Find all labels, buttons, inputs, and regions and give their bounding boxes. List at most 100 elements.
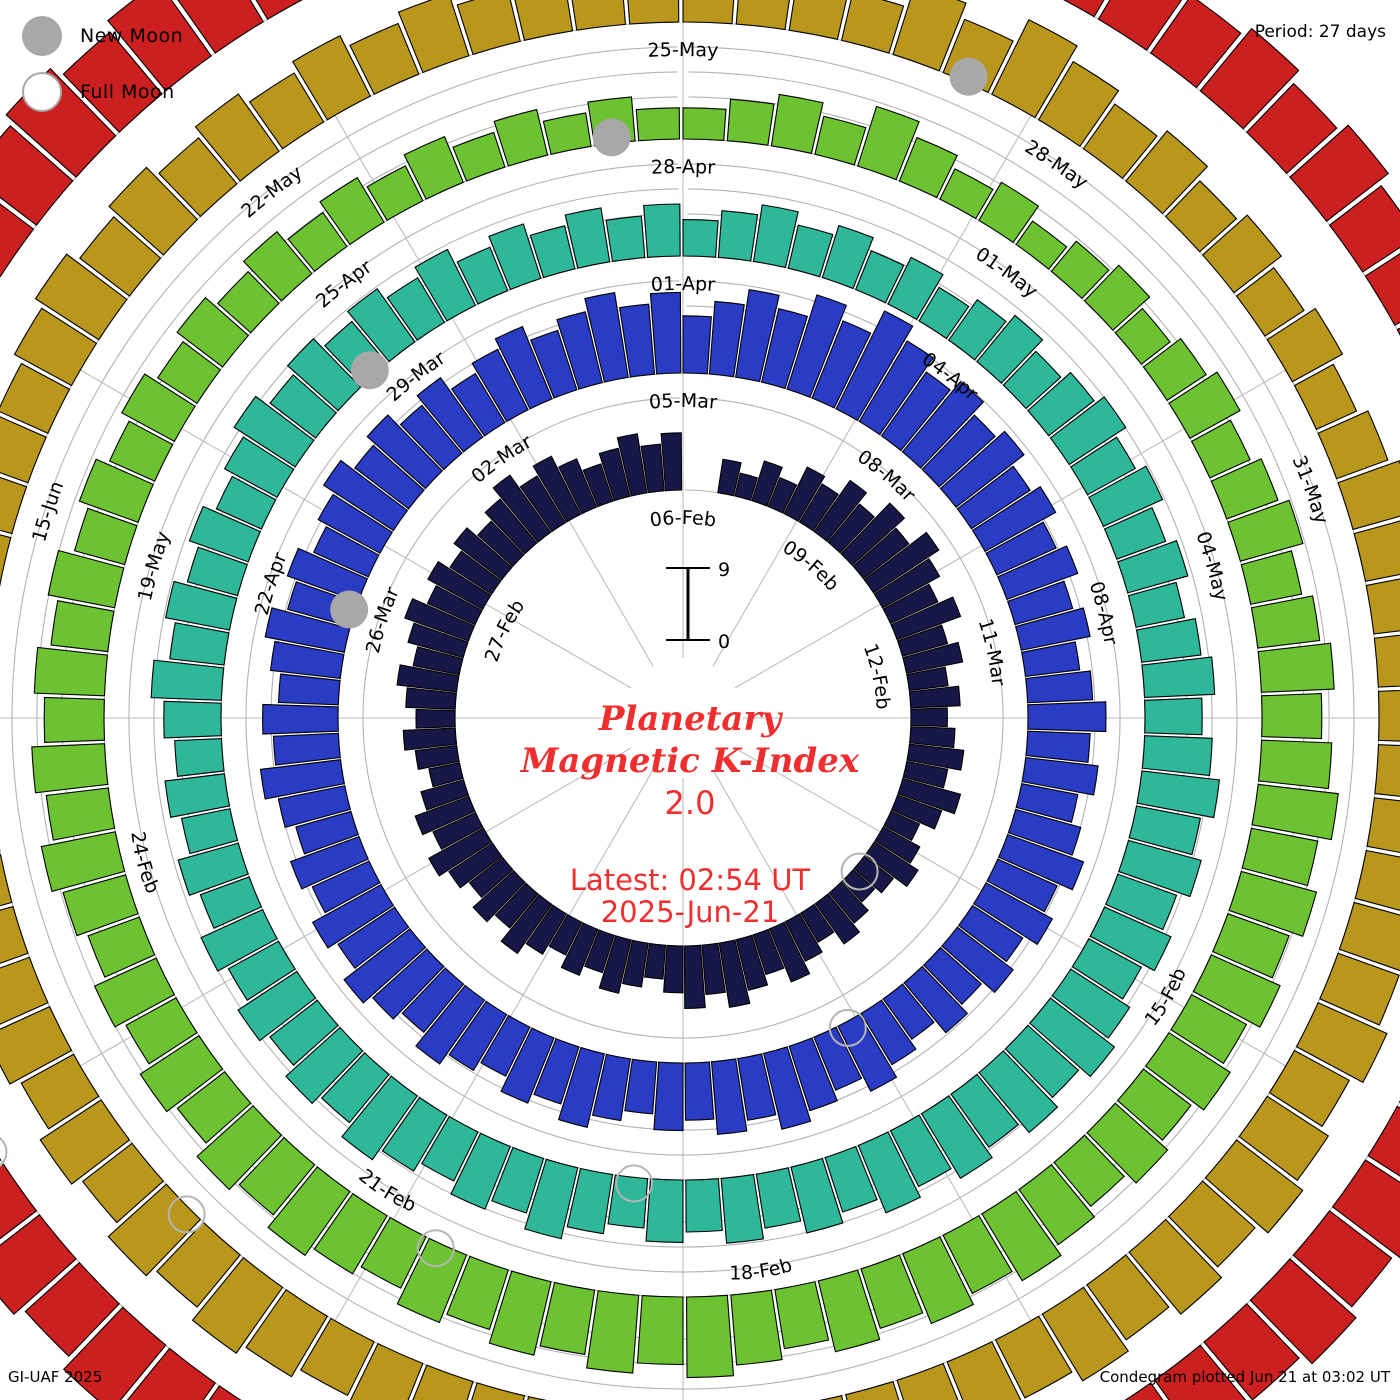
kp-bar: [755, 1167, 802, 1229]
kp-bar: [1289, 124, 1390, 222]
kp-bar: [180, 808, 239, 855]
kp-bar: [446, 1255, 509, 1331]
kp-bar: [994, 1315, 1073, 1399]
kp-bar: [1366, 797, 1400, 854]
kp-bar: [902, 760, 949, 789]
kp-bar: [381, 1096, 448, 1172]
kp-bar: [799, 903, 835, 943]
kp-bar: [582, 463, 614, 508]
kp-bar: [366, 414, 444, 490]
kp-bar: [1354, 849, 1400, 911]
date-label: 15-Jun: [28, 478, 68, 544]
kp-bar: [289, 835, 369, 890]
kp-bar: [1070, 436, 1137, 496]
kp-bar: [717, 210, 759, 262]
kp-bar: [428, 762, 464, 788]
kp-bar: [311, 860, 381, 914]
kp-bar: [1141, 656, 1216, 699]
kp-bar: [1015, 220, 1068, 270]
kp-bar: [468, 856, 514, 899]
kp-bar: [1367, 1105, 1400, 1177]
kp-bar: [31, 743, 109, 794]
kp-bar: [566, 1167, 614, 1235]
kp-bar: [24, 1261, 121, 1358]
kp-bar: [420, 1115, 479, 1182]
kp-bar: [824, 1145, 878, 1213]
kp-bar: [685, 1178, 723, 1233]
kp-bar: [1103, 507, 1167, 560]
kp-bar: [1114, 307, 1171, 365]
kp-bar: [786, 294, 848, 398]
kp-bar: [156, 1221, 241, 1308]
kp-bar: [768, 921, 811, 983]
kp-bar: [300, 1317, 375, 1397]
open-circle-icon: [22, 72, 62, 112]
kp-bar: [262, 703, 339, 735]
moon-legend: New Moon Full Moon: [22, 8, 183, 120]
kp-bar: [416, 376, 484, 453]
kp-bar: [78, 458, 154, 523]
kp-bar: [50, 600, 115, 653]
kp-bar: [1086, 1254, 1170, 1341]
kp-bar: [524, 1158, 579, 1240]
ring-1: [396, 432, 965, 1009]
kp-bar: [414, 795, 476, 836]
kp-bar: [557, 1046, 606, 1129]
kp-bar: [1210, 458, 1279, 520]
kp-bar: [882, 983, 935, 1040]
date-label: 06-Feb: [648, 507, 717, 532]
kp-bar: [79, 216, 162, 297]
kp-bar: [108, 166, 199, 256]
kp-bar: [887, 256, 944, 321]
period-label: Period: 27 days: [1254, 22, 1386, 42]
kp-bar: [985, 521, 1057, 576]
kp-bar: [121, 373, 196, 443]
kp-bar: [901, 380, 985, 469]
kp-bar: [269, 999, 339, 1066]
kp-bar: [412, 646, 464, 676]
kp-bar: [1168, 371, 1241, 440]
kp-bar: [1228, 870, 1318, 937]
kp-bar: [174, 737, 225, 777]
kp-bar: [1006, 580, 1074, 626]
kp-bar: [1319, 952, 1400, 1026]
kp-bar: [560, 922, 599, 977]
kp-bar: [941, 926, 1014, 994]
kp-bar: [1088, 465, 1164, 528]
kp-bar: [287, 211, 348, 273]
kp-bar: [1374, 744, 1400, 797]
kp-bar: [660, 432, 683, 492]
kp-bar: [1015, 783, 1079, 823]
kp-bar: [1364, 253, 1400, 326]
kp-bar: [819, 1395, 844, 1400]
ring-4: [31, 93, 1339, 1379]
kp-bar: [163, 700, 222, 739]
kp-bar: [150, 659, 225, 701]
kp-bar: [997, 545, 1079, 601]
center-kp-value: 2.0: [665, 784, 716, 822]
kp-bar: [710, 1058, 748, 1135]
kp-bar: [763, 1046, 812, 1130]
kp-bar: [1018, 1163, 1096, 1246]
kp-bar: [840, 502, 906, 567]
kp-bar: [788, 1037, 838, 1112]
new-moon-marker: [350, 351, 389, 390]
kp-bar: [415, 984, 486, 1065]
center-latest-date: 2025-Jun-21: [601, 895, 780, 929]
kp-bar: [950, 1073, 1020, 1148]
full-moon-marker: [615, 1164, 654, 1203]
kp-bar: [272, 732, 341, 766]
kp-bar: [897, 777, 962, 815]
kp-bar: [317, 493, 394, 554]
kp-bar: [420, 779, 470, 811]
kp-bar: [978, 1050, 1059, 1134]
kp-bar: [1251, 783, 1339, 841]
kp-bar: [946, 1340, 1022, 1400]
kp-bar: [396, 664, 460, 693]
kp-bar: [1025, 730, 1091, 763]
kp-bar: [62, 31, 163, 133]
kp-bar: [0, 416, 47, 484]
center-scale-label-bottom: 0: [718, 631, 730, 653]
kp-bar: [45, 787, 116, 841]
center-title-line2: Magnetic K-Index: [520, 741, 860, 781]
